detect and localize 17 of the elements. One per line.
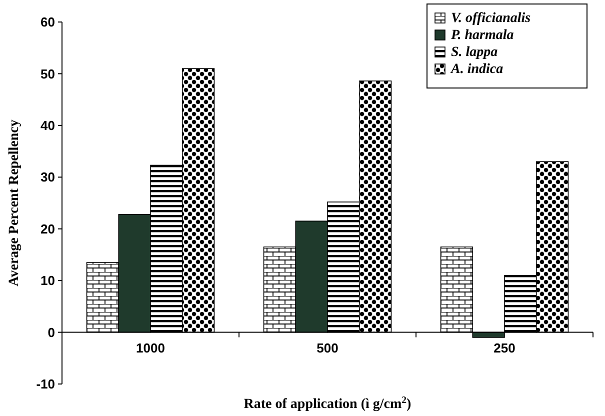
y-tick-label: 50 [40,66,55,82]
y-tick-label: -10 [36,376,55,392]
legend-label: V. officianalis [451,11,532,26]
y-tick-label: 60 [40,14,55,30]
y-tick-label: 10 [40,273,55,288]
y-tick-label: 30 [40,170,55,185]
x-tick-label: 250 [494,340,516,356]
y-tick-label: 0 [48,324,55,340]
x-tick-label: 1000 [136,340,165,356]
x-tick-label: 500 [316,340,338,356]
legend-label: S. lappa [451,45,498,60]
legend-label: P. harmala [451,28,514,43]
y-tick-label: 20 [40,221,55,236]
y-tick-label: 40 [40,118,55,133]
y-axis-title: Average Percent Repellency [7,120,22,286]
x-axis-title: Rate of application (ì g/cm$^{2}$) [244,394,412,412]
legend-label: A. indica [450,62,504,77]
